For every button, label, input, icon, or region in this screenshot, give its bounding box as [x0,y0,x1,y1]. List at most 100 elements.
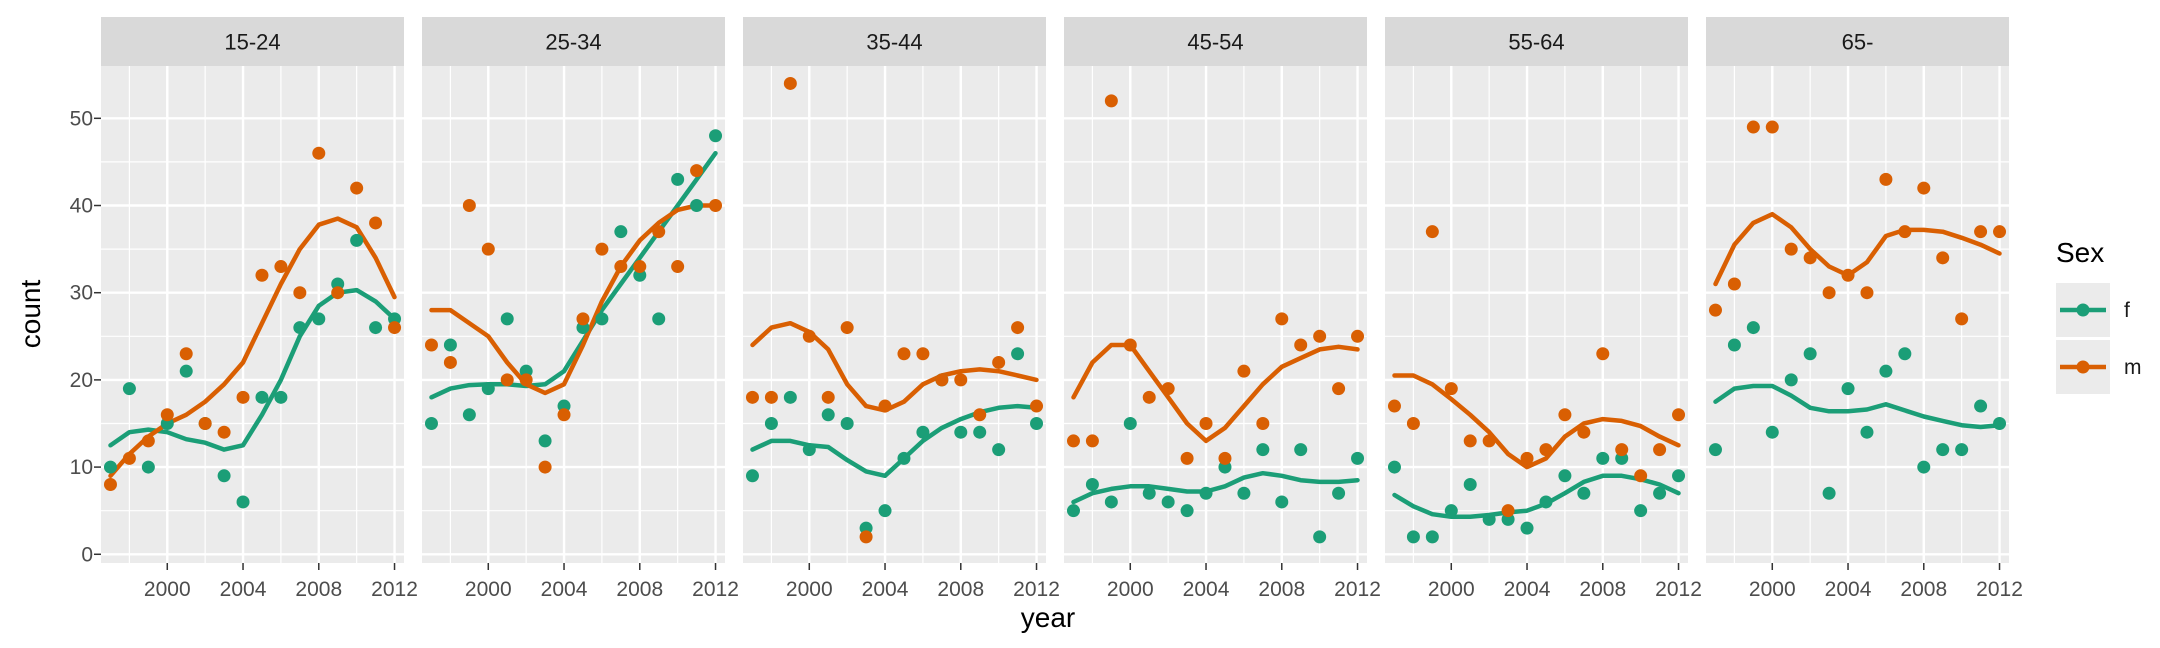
data-point-f [1917,460,1931,474]
data-point-m [1672,408,1686,422]
x-tick-label: 2004 [1825,578,1872,601]
panel-background [743,66,1046,563]
data-point-m [350,181,364,195]
data-point-f [1332,486,1346,500]
x-tick-label: 2004 [862,578,909,601]
data-point-f [141,460,155,474]
data-point-f [217,469,231,483]
data-point-m [633,260,647,274]
data-point-f [1351,451,1365,465]
smooth-line-m [1713,211,2002,287]
data-point-f [179,364,193,378]
data-point-m [1161,382,1175,396]
y-tick-label: 20 [70,369,93,392]
facet-strip-label: 25-34 [545,30,601,55]
x-tick-label: 2012 [1655,578,1702,601]
data-point-f [690,199,704,213]
facet-panel-25-34: 25-34 2000 2004 2008 2012 [422,17,739,601]
smooth-line-f [1713,383,2002,430]
data-point-m [840,321,854,335]
data-point-m [1803,251,1817,265]
data-point-f [1955,443,1969,457]
data-point-f [1596,451,1610,465]
data-point-f [274,390,288,404]
data-point-m [1218,451,1232,465]
facet-strip-label: 65- [1842,30,1874,55]
data-point-m [802,329,816,343]
y-tick-label: 30 [70,282,93,305]
data-point-f [1993,416,2007,430]
data-point-m [1066,434,1080,448]
facet-strip-label: 15-24 [224,30,280,55]
data-point-f [1066,504,1080,518]
x-tick-label: 2008 [1258,578,1305,601]
data-point-f [1860,425,1874,439]
data-point-f [916,425,930,439]
panel-background [101,66,404,563]
data-point-m [1898,225,1912,239]
data-point-f [783,390,797,404]
data-point-m [424,338,438,352]
data-point-m [141,434,155,448]
data-point-f [538,434,552,448]
data-point-m [1313,329,1327,343]
data-point-m [576,312,590,326]
data-point-m [1142,390,1156,404]
data-point-f [1746,321,1760,335]
data-point-m [443,355,457,369]
data-point-m [1104,94,1118,108]
data-point-f [1180,504,1194,518]
data-point-m [1256,416,1270,430]
data-point-m [388,321,402,335]
data-point-m [1558,408,1572,422]
data-point-f [1406,530,1420,544]
data-point-m [1011,321,1025,335]
data-point-m [954,373,968,387]
data-point-f [1841,382,1855,396]
data-point-m [1746,120,1760,134]
data-point-m [690,164,704,178]
data-point-f [424,416,438,430]
x-tick-label: 2012 [371,578,418,601]
data-point-f [671,172,685,186]
data-point-m [160,408,174,422]
data-point-m [595,242,609,256]
smooth-line-m [429,203,718,396]
data-point-f [1653,486,1667,500]
data-point-f [462,408,476,422]
x-tick-label: 2012 [692,578,739,601]
data-point-f [764,416,778,430]
data-point-m [1351,329,1365,343]
data-point-f [1634,504,1648,518]
data-point-m [122,451,136,465]
data-point-m [1765,120,1779,134]
data-point-m [557,408,571,422]
data-point-f [1520,521,1534,535]
data-point-m [500,373,514,387]
data-point-f [652,312,666,326]
data-point-m [312,146,326,160]
data-point-f [1708,443,1722,457]
x-tick-label: 2000 [1428,578,1475,601]
data-point-m [1955,312,1969,326]
panel-background [422,66,725,563]
data-point-m [859,530,873,544]
data-point-m [236,390,250,404]
x-tick-label: 2000 [1107,578,1154,601]
data-point-m [1577,425,1591,439]
data-point-m [1539,443,1553,457]
data-point-m [481,242,495,256]
data-point-m [103,478,117,492]
data-point-m [1425,225,1439,239]
x-tick-label: 2004 [1183,578,1230,601]
x-tick-label: 2000 [1749,578,1796,601]
data-point-m [1596,347,1610,361]
data-point-m [1237,364,1251,378]
data-point-f [1011,347,1025,361]
data-point-m [1727,277,1741,291]
data-point-m [217,425,231,439]
data-point-f [1161,495,1175,509]
data-point-f [821,408,835,422]
data-point-m [1123,338,1137,352]
data-point-f [369,321,383,335]
